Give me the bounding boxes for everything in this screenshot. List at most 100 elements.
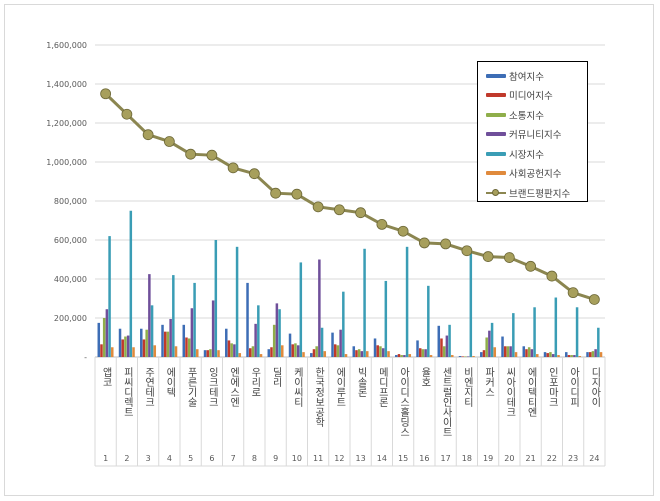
bar-2-4: [163, 331, 167, 357]
brand-index-point-11: [312, 201, 324, 213]
bar-6-5: [196, 349, 199, 357]
bar-5-9: [278, 309, 281, 357]
bar-6-2: [132, 347, 135, 357]
bar-1-2: [118, 328, 122, 357]
brand-index-point-22: [546, 270, 558, 282]
legend-item: 소통지수: [486, 105, 587, 125]
category-index: 7: [231, 454, 236, 463]
bar-2-19: [482, 350, 486, 357]
bar-5-24: [597, 327, 600, 357]
bar-3-13: [357, 349, 361, 357]
bar-6-1: [111, 347, 114, 357]
category-index: 2: [124, 454, 129, 463]
legend-item: 커뮤니티지수: [486, 125, 587, 145]
bar-5-19: [490, 322, 494, 357]
legend-label: 커뮤니티지수: [509, 130, 562, 142]
category-index: 24: [589, 454, 599, 463]
bar-5-11: [320, 327, 324, 357]
bar-3-22: [549, 352, 552, 357]
bar-6-14: [387, 351, 390, 357]
bar-2-23: [567, 355, 571, 357]
bar-5-18: [469, 251, 473, 357]
category-index: 13: [356, 454, 366, 463]
category-label: 한국정보공학: [312, 367, 324, 427]
category-label: 에이텍: [163, 367, 175, 397]
bar-4-1: [105, 309, 109, 357]
bar-6-21: [536, 354, 539, 357]
brand-index-point-14: [376, 218, 388, 230]
brand-index-point-21: [525, 260, 537, 272]
bar-6-24: [599, 352, 603, 357]
category-index: 6: [209, 454, 214, 463]
category-label: 엔에스엔: [227, 367, 239, 407]
category-label: 우리로: [248, 367, 260, 397]
legend-swatch: [486, 151, 506, 156]
legend-swatch: [486, 93, 506, 98]
bar-6-18: [472, 356, 475, 357]
bar-1-20: [501, 336, 504, 357]
legend-swatch: [486, 171, 506, 176]
bar-1-15: [395, 355, 398, 357]
bar-1-14: [373, 338, 377, 357]
legend: 참여지수 미디어지수 소통지수 커뮤니티지수 시장지수 사회공헌지수 브랜드평판…: [477, 61, 588, 202]
bar-5-17: [448, 324, 451, 357]
y-tick-label: 1,200,000: [46, 119, 87, 128]
legend-label: 미디어지수: [509, 91, 553, 103]
bar-6-4: [174, 346, 178, 357]
bar-2-18: [461, 356, 464, 357]
category-label: 씨아이테크: [503, 367, 515, 417]
chart-frame: [4, 4, 654, 496]
bar-4-11: [318, 259, 321, 357]
bar-5-7: [235, 246, 239, 357]
bar-3-20: [506, 346, 510, 357]
legend-item: 사회공헌지수: [486, 164, 587, 184]
bar-1-5: [182, 324, 186, 357]
category-label: 케이씨티: [291, 367, 303, 407]
bar-3-24: [591, 351, 595, 357]
brand-index-point-3: [142, 129, 154, 141]
bar-4-24: [594, 349, 597, 357]
category-index: 21: [526, 454, 536, 463]
category-index: 8: [252, 454, 257, 463]
legend-line-marker: [486, 188, 506, 197]
brand-index-point-23: [567, 287, 579, 299]
bar-5-6: [214, 240, 218, 357]
brand-index-point-1: [100, 88, 112, 100]
category-label: 파커스: [482, 367, 494, 397]
bar-6-19: [493, 347, 497, 357]
bar-1-1: [97, 322, 101, 357]
bar-1-7: [225, 328, 228, 357]
bar-3-2: [124, 336, 127, 357]
bar-2-7: [227, 340, 231, 357]
legend-item: 참여지수: [486, 66, 587, 86]
bar-5-22: [554, 297, 558, 357]
brand-index-point-6: [206, 149, 218, 161]
y-tick-label: 400,000: [54, 275, 87, 284]
bar-5-3: [150, 305, 154, 357]
category-index: 15: [398, 454, 408, 463]
brand-index-point-15: [397, 225, 409, 237]
category-index: 10: [292, 454, 302, 463]
category-index: 14: [377, 454, 387, 463]
brand-index-point-17: [440, 238, 452, 250]
legend-swatch: [486, 73, 506, 78]
y-tick-label: 800,000: [54, 197, 87, 206]
bar-5-10: [299, 262, 303, 357]
bar-3-15: [400, 355, 403, 357]
bar-1-23: [565, 352, 568, 357]
category-index: 9: [273, 454, 278, 463]
y-tick-label: 1,400,000: [46, 80, 87, 89]
bar-1-22: [543, 352, 547, 357]
bar-4-2: [126, 335, 130, 357]
bar-2-5: [185, 337, 188, 357]
legend-swatch: [486, 112, 506, 117]
bar-2-14: [376, 345, 379, 357]
bar-3-12: [336, 345, 340, 357]
bar-5-21: [533, 307, 536, 357]
bar-1-9: [267, 349, 271, 357]
category-label: 인포마크: [546, 367, 558, 407]
bar-4-12: [339, 329, 342, 357]
brand-index-point-16: [418, 237, 430, 249]
bar-4-6: [211, 300, 215, 357]
